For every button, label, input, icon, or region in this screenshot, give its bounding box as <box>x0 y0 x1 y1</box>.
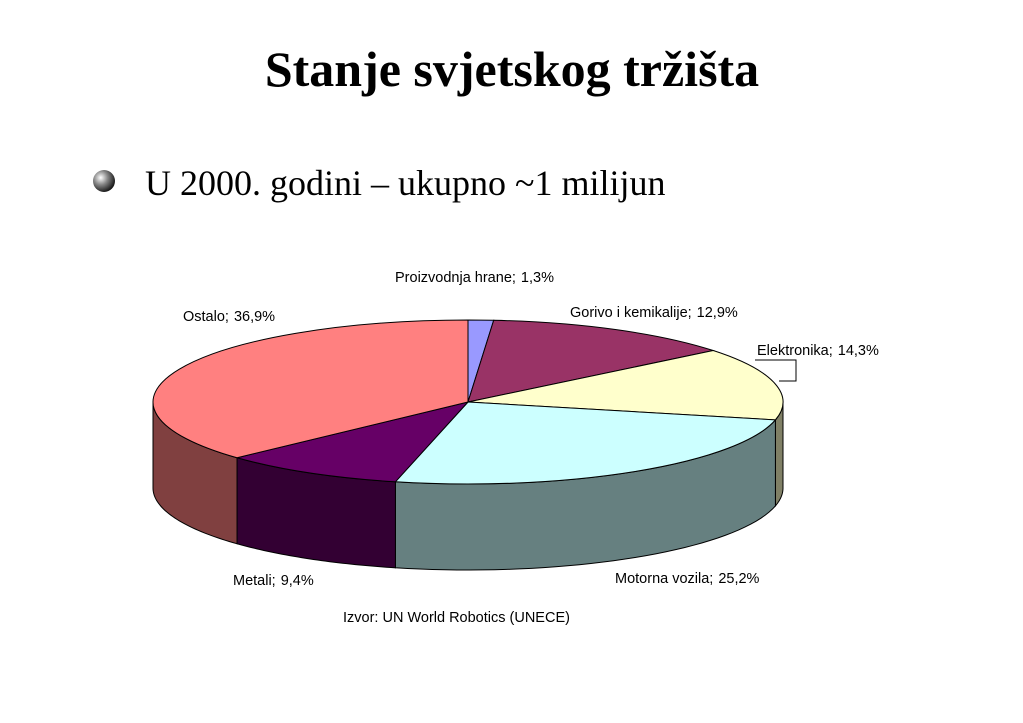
slice-category: Proizvodnja hrane; <box>395 270 516 286</box>
pie-slice <box>152 319 469 459</box>
slice-category: Metali; <box>233 573 276 589</box>
pie-slice <box>467 319 716 403</box>
slice-category: Motorna vozila; <box>615 571 713 587</box>
slice-label: Proizvodnja hrane; 1,3% <box>395 270 554 286</box>
slice-value-label: 9,4% <box>281 573 314 589</box>
bullet-marker <box>93 170 115 192</box>
slice-label: Motorna vozila; 25,2% <box>615 571 760 587</box>
slice-label: Elektronika; 14,3% <box>757 343 879 359</box>
pie-slice <box>467 350 784 421</box>
slide-title: Stanje svjetskog tržišta <box>265 41 759 97</box>
slice-category: Ostalo; <box>183 309 229 325</box>
slice-label: Metali; 9,4% <box>233 573 314 589</box>
slice-value-label: 1,3% <box>521 270 554 286</box>
slice-category: Gorivo i kemikalije; <box>570 305 692 321</box>
slice-value-label: 25,2% <box>718 571 759 587</box>
slice-category: Elektronika; <box>757 343 833 359</box>
slice-label: Ostalo; 36,9% <box>183 309 275 325</box>
leader-line <box>755 359 797 382</box>
source-note: Izvor: UN World Robotics (UNECE) <box>343 610 570 626</box>
slice-value-label: 12,9% <box>697 305 738 321</box>
bullet-text: U 2000. godini – ukupno ~1 milijun <box>145 163 666 203</box>
slice-value-label: 14,3% <box>838 343 879 359</box>
slice-label: Gorivo i kemikalije; 12,9% <box>570 305 738 321</box>
pie-slice <box>235 401 470 483</box>
pie-chart: Proizvodnja hrane; 1,3% Gorivo i kemikalij… <box>152 270 879 589</box>
pie-slice <box>394 401 777 485</box>
slice-value-label: 36,9% <box>234 309 275 325</box>
